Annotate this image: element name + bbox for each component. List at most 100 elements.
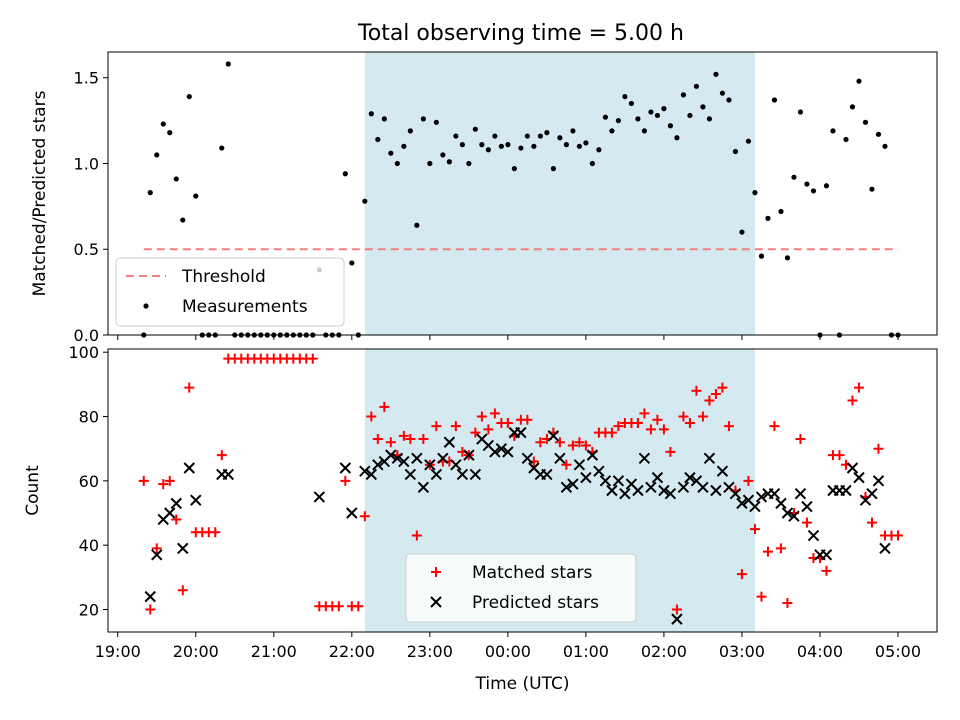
data-point — [622, 93, 628, 100]
legend-box — [115, 257, 345, 327]
data-point — [687, 112, 693, 119]
data-point — [184, 382, 195, 393]
data-point — [495, 442, 508, 455]
data-point — [645, 424, 656, 435]
y-tick-label: 60 — [79, 472, 99, 491]
data-point — [418, 434, 429, 445]
data-point — [437, 452, 449, 465]
data-point — [154, 152, 160, 158]
data-point — [873, 443, 884, 454]
data-point — [678, 411, 689, 422]
data-point — [171, 514, 182, 525]
data-point — [173, 176, 179, 182]
data-point — [745, 138, 752, 144]
data-point — [489, 408, 500, 419]
data-point — [700, 104, 706, 110]
figure-title: Total observing time = 5.00 h — [357, 21, 684, 46]
data-point — [804, 181, 810, 187]
data-point — [138, 475, 149, 486]
y-axis-label: Count — [23, 465, 43, 516]
data-point — [541, 468, 553, 481]
data-point — [535, 437, 546, 448]
data-point — [843, 136, 849, 143]
data-point — [710, 484, 722, 497]
data-point — [151, 549, 163, 561]
legend-label: Predicted stars — [472, 593, 599, 613]
data-point — [375, 136, 381, 143]
data-point — [521, 452, 534, 465]
data-point — [706, 116, 713, 122]
data-point — [580, 440, 591, 451]
data-point — [537, 133, 543, 139]
legend-item: Matched stars — [431, 563, 592, 583]
data-point — [593, 465, 605, 477]
data-point — [606, 427, 617, 438]
data-point — [726, 97, 732, 103]
data-point — [849, 104, 856, 110]
data-point — [518, 145, 524, 151]
data-point — [596, 147, 602, 153]
data-point — [671, 613, 683, 625]
data-point — [522, 414, 533, 425]
data-point — [635, 116, 641, 122]
data-point — [502, 417, 513, 428]
data-point — [313, 491, 326, 503]
data-point — [443, 436, 456, 448]
data-point — [362, 198, 368, 204]
data-point — [765, 215, 771, 221]
data-point — [524, 133, 530, 139]
data-point — [641, 128, 648, 134]
data-point — [411, 452, 423, 465]
data-point — [505, 142, 511, 148]
data-point — [847, 395, 858, 406]
data-point — [144, 590, 156, 603]
data-point — [875, 131, 882, 137]
data-point — [340, 475, 351, 486]
data-point — [797, 109, 804, 115]
data-point — [606, 484, 618, 497]
data-point — [671, 604, 682, 615]
data-point — [658, 484, 670, 497]
data-point — [801, 517, 812, 528]
data-point — [840, 484, 852, 497]
y-axis-label: Matched/Predicted stars — [30, 90, 50, 296]
data-point — [619, 488, 631, 500]
data-point — [554, 452, 566, 465]
data-point — [498, 143, 504, 149]
data-point — [446, 159, 452, 165]
plot-frame — [107, 348, 938, 633]
data-point — [550, 166, 556, 172]
data-point — [674, 135, 680, 141]
data-point — [186, 93, 192, 100]
data-point — [492, 133, 498, 139]
data-point — [615, 118, 622, 124]
data-point — [703, 452, 716, 465]
data-point — [470, 427, 481, 438]
data-point — [190, 494, 202, 506]
data-point — [489, 446, 501, 458]
data-point — [719, 90, 726, 96]
data-point — [810, 188, 817, 194]
data-point — [602, 114, 609, 120]
data-point — [440, 152, 446, 158]
data-point — [645, 481, 657, 493]
data-point — [424, 459, 436, 471]
data-point — [639, 408, 650, 419]
data-point — [164, 475, 175, 486]
data-point — [599, 475, 612, 487]
data-point — [560, 481, 573, 493]
data-point — [570, 128, 576, 134]
data-point — [450, 421, 461, 432]
data-point — [372, 459, 384, 471]
data-point — [193, 193, 199, 199]
y-tick-label: 80 — [79, 408, 99, 427]
data-point — [628, 100, 635, 107]
x-tick-label: 22:00 — [329, 642, 375, 661]
data-point — [583, 140, 589, 146]
data-point — [170, 497, 182, 510]
data-point — [398, 430, 409, 441]
data-point — [145, 604, 156, 615]
data-point — [164, 507, 176, 519]
data-point — [177, 585, 188, 596]
data-point — [739, 229, 745, 235]
